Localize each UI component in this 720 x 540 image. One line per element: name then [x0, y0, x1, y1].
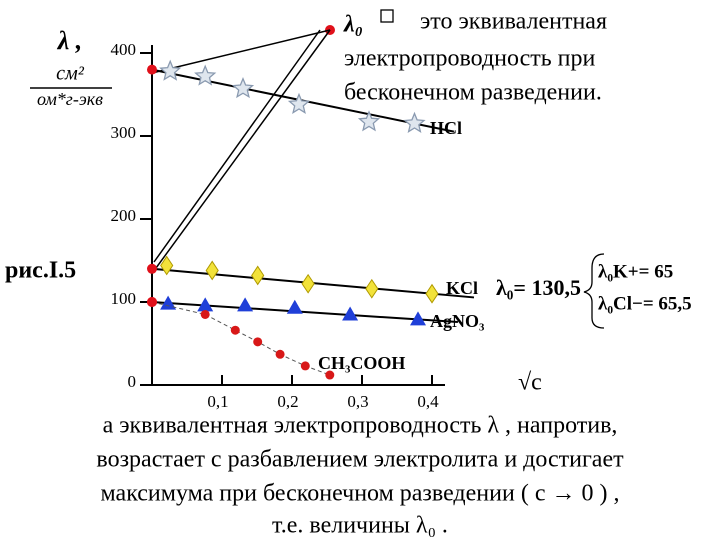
- triangle-point: [237, 297, 254, 312]
- dot-point: [325, 370, 335, 380]
- sum-total: λ₀= 130,5: [496, 275, 581, 300]
- fit-curve: [204, 313, 330, 376]
- triangle-point: [286, 299, 303, 314]
- x-tick-label: 0,4: [417, 392, 439, 411]
- fit-curve: [151, 301, 206, 315]
- note-line: это эквивалентная: [420, 9, 607, 35]
- figure-label: рис.I.5: [5, 258, 76, 284]
- series-label: CH₃COOH: [318, 353, 405, 373]
- dot-point: [253, 337, 263, 347]
- y-label-unit-bottom: ом*г-экв: [37, 89, 103, 109]
- triangle-point: [197, 297, 214, 312]
- diamond-point: [425, 283, 439, 304]
- x-tick-label: 0,2: [277, 392, 298, 411]
- sum-anion: λ₀Cl−= 65,5: [598, 293, 692, 314]
- star-point: [287, 92, 311, 114]
- pointer-line: [153, 29, 321, 263]
- x-tick-label: 0,3: [347, 392, 368, 411]
- diamond-point: [251, 265, 265, 286]
- y-tick-label: 300: [111, 123, 137, 142]
- note-line: электропроводность при: [344, 46, 596, 72]
- star-point: [231, 76, 255, 99]
- x-label: √c: [518, 370, 542, 396]
- diamond-point: [365, 278, 379, 299]
- series-label: HCl: [430, 118, 462, 138]
- limit-point: [147, 297, 157, 307]
- triangle-point: [410, 311, 426, 326]
- note-line: бесконечном разведении.: [344, 80, 602, 106]
- y-label-symbol: λ ,: [57, 26, 83, 55]
- limit-point: [147, 64, 157, 75]
- series-label: KCl: [446, 278, 478, 298]
- sum-cation: λ₀K+= 65: [598, 261, 673, 282]
- pointer-line: [151, 29, 331, 74]
- dot-point: [275, 349, 285, 359]
- limit-point: [147, 263, 157, 274]
- diamond-point: [301, 273, 315, 294]
- dot-point: [200, 309, 210, 319]
- y-label-unit-top: см²: [56, 63, 85, 85]
- y-tick-label: 0: [128, 372, 137, 391]
- star-point: [194, 64, 217, 86]
- caption-line: т.е. величины λ₀ .: [272, 513, 448, 539]
- note-symbol: λ₀: [343, 12, 363, 38]
- dot-point: [300, 361, 310, 371]
- caption-line: возрастает с разбавлением электролита и …: [96, 447, 624, 473]
- star-point: [403, 111, 426, 133]
- star-point: [159, 59, 182, 81]
- note-bullet: [380, 9, 394, 23]
- y-tick-label: 400: [111, 40, 137, 59]
- triangle-point: [160, 295, 177, 310]
- star-point: [357, 110, 381, 132]
- diamond-point: [160, 255, 174, 276]
- y-tick-label: 200: [111, 206, 137, 225]
- dot-point: [230, 325, 240, 335]
- y-tick-label: 100: [111, 289, 137, 308]
- caption-line: а эквивалентная электропроводность λ , н…: [103, 413, 618, 439]
- triangle-point: [342, 306, 359, 321]
- x-tick-label: 0,1: [207, 392, 228, 411]
- caption-line: максимума при бесконечном разведении ( с…: [101, 481, 620, 507]
- brace: [583, 253, 605, 329]
- pointer-line: [155, 29, 331, 269]
- series-label: AgNO₃: [430, 311, 485, 331]
- diamond-point: [205, 260, 219, 281]
